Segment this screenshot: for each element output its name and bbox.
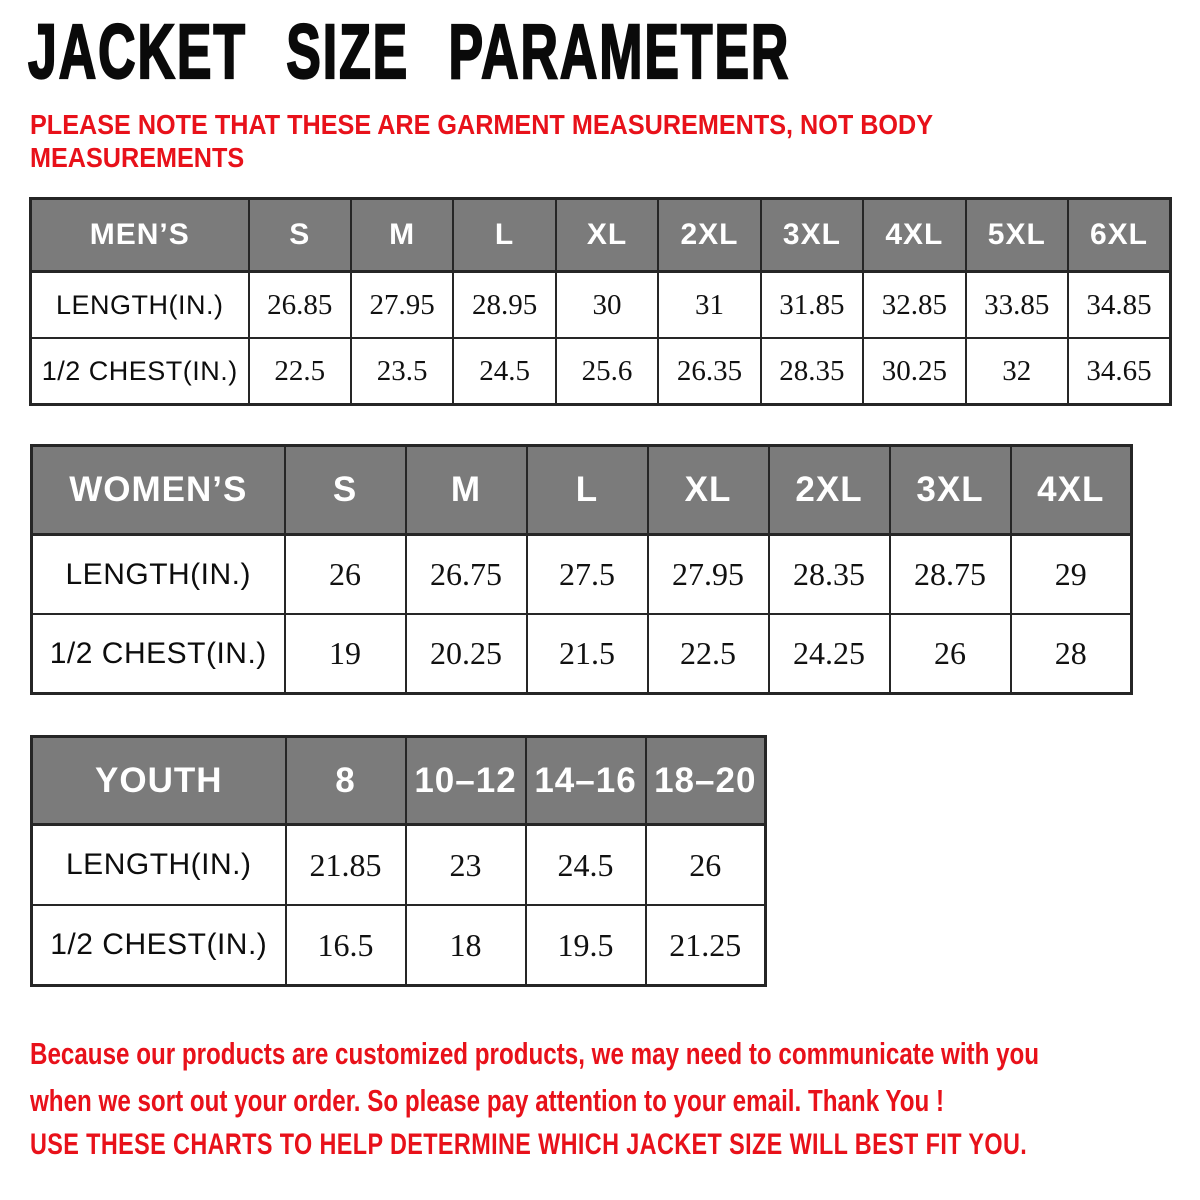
measure-value-cell: 16.5 — [284, 904, 407, 987]
measure-value-cell: 27.5 — [525, 533, 649, 615]
measure-value-cell: 23 — [404, 823, 527, 906]
measure-value-cell: 21.25 — [644, 904, 767, 987]
note-line: MEASUREMENTS — [30, 142, 245, 173]
measure-value-cell: 28.35 — [767, 533, 891, 615]
measure-value-cell: 23.5 — [349, 337, 455, 406]
measure-value-cell: 33.85 — [964, 270, 1070, 339]
womens-size-table: WOMEN’S S M L XL 2XL 3XL 4XL LENGTH(IN.) 26 26.75 2… — [30, 444, 1133, 695]
measure-value-cell: 19 — [283, 613, 407, 695]
mens-group-header: MEN’S — [29, 197, 250, 273]
size-column-header: S — [247, 197, 352, 273]
measure-value-cell: 21.5 — [525, 613, 649, 695]
table-row: 1/2 CHEST(IN.) 19 20.25 21.5 22.5 24.25 26 28 — [30, 613, 1133, 695]
size-column-header: L — [452, 197, 557, 273]
measure-value-cell: 21.85 — [284, 823, 407, 906]
measure-value-cell: 34.85 — [1067, 270, 1172, 339]
measure-value-cell: 19.5 — [524, 904, 647, 987]
youth-size-table: YOUTH 8 10–12 14–16 18–20 LENGTH(IN.) 21.85 23 2… — [30, 735, 767, 987]
measure-value-cell: 26.75 — [404, 533, 528, 615]
size-column-header: S — [283, 444, 407, 536]
measure-value-cell: 32 — [964, 337, 1070, 406]
measure-row-label: 1/2 CHEST(IN.) — [30, 613, 286, 695]
size-column-header: 2XL — [657, 197, 762, 273]
table-row: LENGTH(IN.) 26.85 27.95 28.95 30 31 31.85 32.85… — [29, 270, 1172, 339]
garment-measurement-note: PLEASE NOTE THAT THESE ARE GARMENT MEASU… — [30, 108, 933, 174]
measure-value-cell: 29 — [1009, 533, 1133, 615]
measure-value-cell: 34.65 — [1067, 337, 1172, 406]
customization-notice: Because our products are customized prod… — [30, 1030, 1039, 1124]
measure-value-cell: 26 — [888, 613, 1012, 695]
measure-row-label: 1/2 CHEST(IN.) — [30, 904, 287, 987]
size-column-header: 3XL — [888, 444, 1012, 536]
measure-value-cell: 26.85 — [247, 270, 352, 339]
size-column-header: 8 — [284, 735, 407, 826]
womens-group-header: WOMEN’S — [30, 444, 286, 536]
size-column-header: 5XL — [964, 197, 1070, 273]
measure-value-cell: 32.85 — [862, 270, 967, 339]
measure-value-cell: 26.35 — [657, 337, 762, 406]
note-line: PLEASE NOTE THAT THESE ARE GARMENT MEASU… — [30, 109, 934, 140]
measure-value-cell: 20.25 — [404, 613, 528, 695]
size-column-header: XL — [646, 444, 770, 536]
table-row: 1/2 CHEST(IN.) 16.5 18 19.5 21.25 — [30, 904, 767, 987]
size-column-header: 6XL — [1067, 197, 1172, 273]
size-column-header: 4XL — [1009, 444, 1133, 536]
fit-advice-text: USE THESE CHARTS TO HELP DETERMINE WHICH… — [30, 1128, 1028, 1161]
notice-line: Because our products are customized prod… — [30, 1036, 1040, 1071]
size-column-header: 2XL — [767, 444, 891, 536]
size-column-header: 10–12 — [404, 735, 527, 826]
measure-value-cell: 22.5 — [247, 337, 352, 406]
measure-row-label: LENGTH(IN.) — [30, 533, 286, 615]
size-column-header: XL — [554, 197, 660, 273]
table-row: LENGTH(IN.) 26 26.75 27.5 27.95 28.35 28.75 29 — [30, 533, 1133, 615]
measure-value-cell: 24.25 — [767, 613, 891, 695]
measure-value-cell: 28.35 — [759, 337, 865, 406]
measure-row-label: 1/2 CHEST(IN.) — [29, 337, 250, 406]
measure-value-cell: 30.25 — [862, 337, 967, 406]
measure-value-cell: 31 — [657, 270, 762, 339]
measure-value-cell: 18 — [404, 904, 527, 987]
measure-value-cell: 30 — [554, 270, 660, 339]
table-row: LENGTH(IN.) 21.85 23 24.5 26 — [30, 823, 767, 906]
measure-value-cell: 22.5 — [646, 613, 770, 695]
size-column-header: 18–20 — [644, 735, 767, 826]
mens-size-table: MEN’S S M L XL 2XL 3XL 4XL 5XL 6XL LENGTH(IN.) 26.8… — [29, 197, 1172, 406]
measure-value-cell: 24.5 — [452, 337, 557, 406]
page-title: JACKET SIZE PARAMETER — [27, 9, 791, 95]
measure-value-cell: 27.95 — [646, 533, 770, 615]
notice-line: when we sort out your order. So please p… — [30, 1083, 945, 1118]
size-column-header: M — [404, 444, 528, 536]
measure-value-cell: 28.75 — [888, 533, 1012, 615]
measure-row-label: LENGTH(IN.) — [29, 270, 250, 339]
size-column-header: 4XL — [862, 197, 967, 273]
measure-value-cell: 28.95 — [452, 270, 557, 339]
measure-value-cell: 26 — [644, 823, 767, 906]
measure-value-cell: 25.6 — [554, 337, 660, 406]
measure-value-cell: 26 — [283, 533, 407, 615]
measure-value-cell: 27.95 — [349, 270, 455, 339]
measure-value-cell: 31.85 — [759, 270, 865, 339]
measure-row-label: LENGTH(IN.) — [30, 823, 287, 906]
table-row: 1/2 CHEST(IN.) 22.5 23.5 24.5 25.6 26.35 28.35… — [29, 337, 1172, 406]
size-column-header: 3XL — [759, 197, 865, 273]
measure-value-cell: 24.5 — [524, 823, 647, 906]
size-column-header: L — [525, 444, 649, 536]
measure-value-cell: 28 — [1009, 613, 1133, 695]
youth-group-header: YOUTH — [30, 735, 287, 826]
size-column-header: 14–16 — [524, 735, 647, 826]
size-column-header: M — [349, 197, 455, 273]
